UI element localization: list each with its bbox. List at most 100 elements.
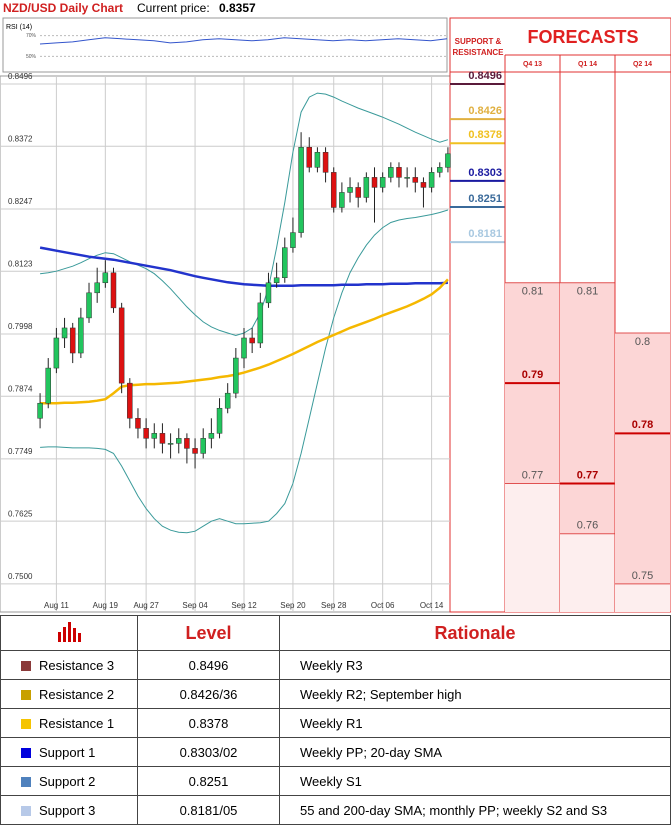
- candle-body: [61, 327, 68, 339]
- color-swatch: [21, 690, 31, 701]
- candle-body: [118, 307, 125, 384]
- candle-body: [184, 438, 190, 449]
- sr-label: 0.8496: [468, 70, 502, 82]
- x-tick-label: Aug 19: [93, 601, 119, 610]
- forecast-range: [560, 282, 615, 534]
- level-cell: 0.8181/05: [137, 795, 280, 825]
- color-swatch: [21, 719, 31, 730]
- line: [39, 246, 448, 288]
- y-tick-label: 0.8372: [8, 134, 33, 143]
- candle-body: [388, 167, 394, 178]
- candle-body: [143, 428, 149, 439]
- color-swatch: [21, 806, 31, 817]
- candle-body: [322, 152, 329, 173]
- candle-body: [159, 433, 166, 444]
- rationale-cell: Weekly R3: [279, 650, 671, 680]
- sr-label: 0.8303: [468, 167, 502, 179]
- candle-body: [78, 317, 84, 354]
- candle-body: [355, 187, 361, 198]
- header-cell: Rationale: [279, 615, 671, 651]
- candle-body: [314, 152, 321, 168]
- candle-body: [330, 172, 337, 208]
- candle-body: [339, 192, 345, 208]
- candle-body: [167, 443, 174, 445]
- level-cell: 0.8378: [137, 708, 280, 738]
- x-tick-label: Aug 11: [44, 601, 69, 610]
- name-cell: Resistance 1: [0, 708, 138, 738]
- sr-label: 0.8251: [468, 193, 502, 205]
- candle-body: [306, 147, 313, 168]
- level-cell: 0.8496: [137, 650, 280, 680]
- candle-body: [94, 282, 100, 294]
- candle-body: [445, 153, 451, 168]
- candle-body: [224, 392, 231, 409]
- candle-body: [86, 292, 92, 319]
- candle-body: [420, 182, 427, 188]
- row-name: Support 3: [39, 802, 96, 818]
- chart-title: NZD/USD Daily Chart: [3, 1, 123, 15]
- candle-body: [135, 418, 141, 429]
- rsi-line: [39, 37, 448, 45]
- y-tick-label: 0.8496: [8, 72, 33, 81]
- sr-title: SUPPORT & RESISTANCE: [452, 37, 504, 57]
- candle-body: [298, 147, 304, 233]
- candle-body: [102, 272, 109, 284]
- candle-body: [216, 407, 223, 434]
- y-tick-label: 0.8123: [8, 259, 33, 268]
- candle-body: [265, 282, 272, 304]
- forecast-low-label: 0.76: [577, 520, 598, 532]
- x-tick-label: Sep 28: [321, 601, 347, 610]
- table-row: Resistance 3 0.8496 Weekly R3: [0, 650, 671, 680]
- line: [40, 278, 449, 405]
- candle-body: [257, 302, 264, 344]
- forecast-high-label: 0.81: [577, 286, 598, 298]
- x-tick-label: Aug 27: [133, 601, 159, 610]
- name-cell: Resistance 3: [0, 650, 138, 680]
- row-name: Support 2: [39, 773, 96, 789]
- rsi-tick-label: 50%: [26, 54, 37, 60]
- y-tick-label: 0.7500: [8, 572, 33, 581]
- forecast-high-label: 0.81: [522, 286, 543, 298]
- rationale-cell: Weekly S1: [279, 766, 671, 796]
- rsi-frame: [2, 17, 448, 73]
- sr-label: 0.8378: [468, 129, 502, 141]
- level-cell: 0.8251: [137, 766, 280, 796]
- candle-body: [37, 402, 43, 419]
- forecast-median-label: 0.77: [577, 469, 598, 481]
- candle-body: [110, 272, 117, 309]
- candle-body: [200, 438, 206, 454]
- sr-label: 0.8181: [468, 228, 502, 240]
- candle-body: [192, 448, 198, 454]
- candle-body: [249, 337, 255, 344]
- y-tick-label: 0.8247: [8, 197, 33, 206]
- y-tick-label: 0.7749: [8, 447, 33, 456]
- candle-body: [404, 177, 410, 179]
- period-label: Q1 14: [578, 61, 597, 68]
- price-label: Current price:: [137, 1, 210, 15]
- table-row: Support 2 0.8251 Weekly S1: [0, 766, 671, 796]
- candle-body: [412, 177, 419, 183]
- forecasts-title: FORECASTS: [527, 27, 638, 47]
- row-name: Resistance 1: [39, 715, 115, 731]
- forecast-median-label: 0.79: [522, 369, 543, 381]
- y-tick-label: 0.7625: [8, 509, 33, 518]
- row-name: Resistance 3: [39, 657, 115, 673]
- rsi-tick-label: 70%: [26, 33, 37, 39]
- forecast-median-label: 0.78: [632, 419, 653, 431]
- x-tick-label: Sep 20: [280, 601, 306, 610]
- candle-body: [208, 433, 215, 439]
- name-cell: Support 2: [0, 766, 138, 796]
- color-swatch: [21, 748, 31, 759]
- table-row: Support 1 0.8303/02 Weekly PP; 20-day SMA: [0, 737, 671, 767]
- y-tick-label: 0.7998: [8, 322, 33, 331]
- candle-body: [437, 167, 443, 173]
- levels-table: Level Rationale Resistance 3 0.8496 Weekly…: [0, 615, 671, 825]
- color-swatch: [21, 661, 31, 672]
- icon-cell: [0, 615, 138, 651]
- rationale-cell: Weekly R1: [279, 708, 671, 738]
- x-tick-label: Oct 14: [420, 601, 444, 610]
- line: [40, 209, 449, 534]
- forecast-tail: [560, 533, 615, 612]
- forecast-range: [615, 332, 670, 584]
